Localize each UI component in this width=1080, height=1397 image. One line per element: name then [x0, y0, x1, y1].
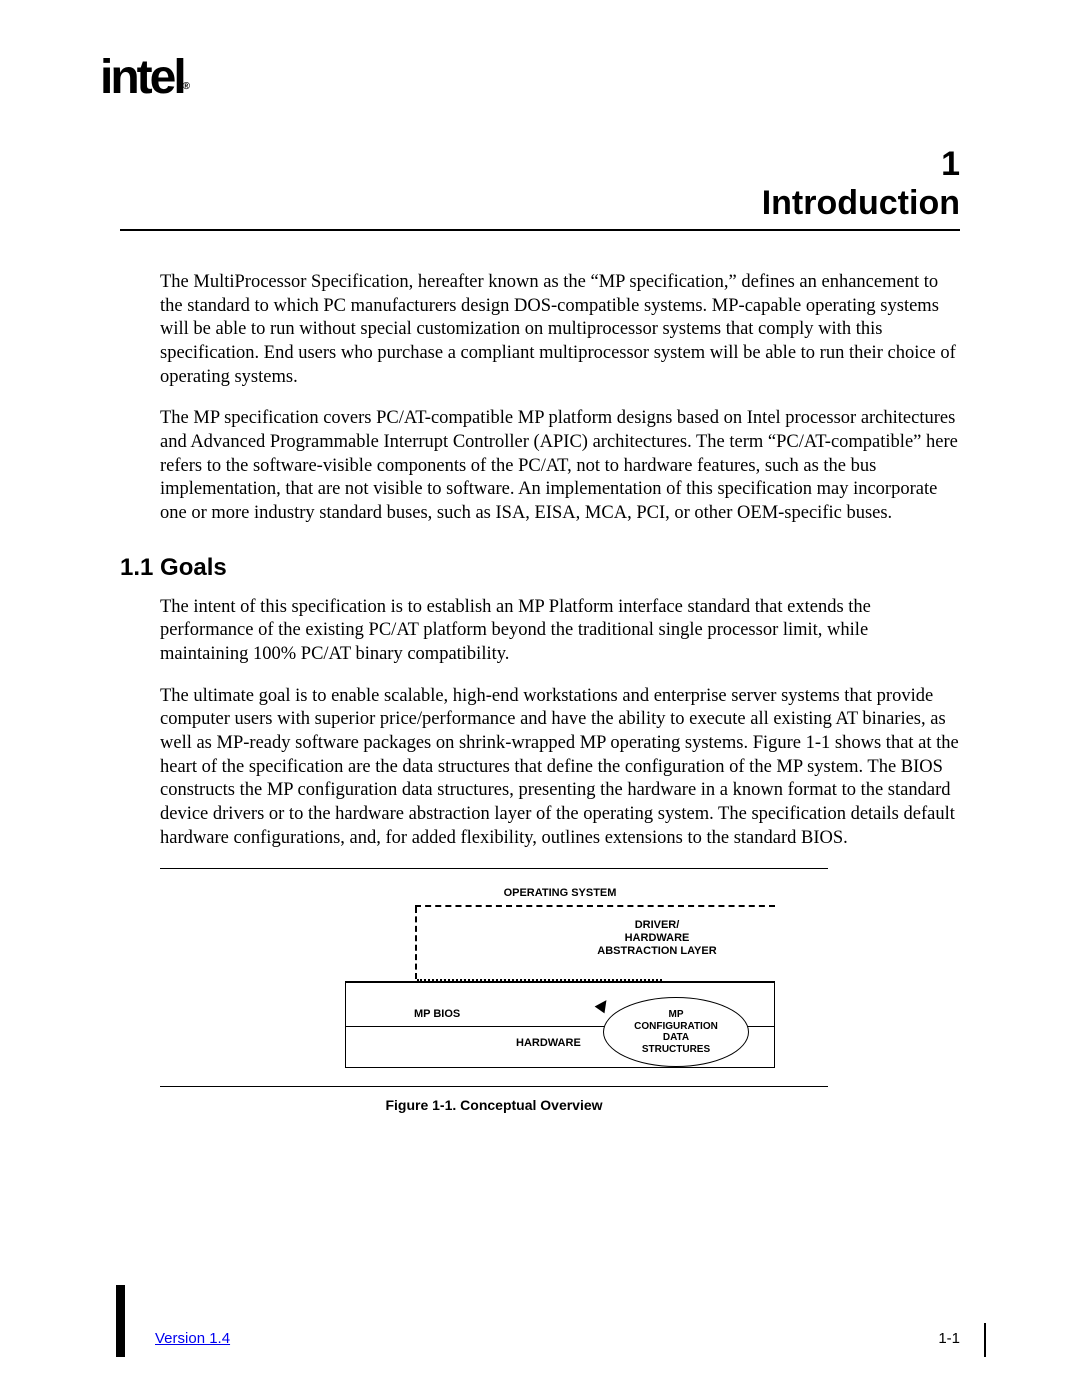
- page-footer: Version 1.4 1-1: [155, 1330, 960, 1347]
- paragraph-4: The ultimate goal is to enable scalable,…: [160, 685, 960, 851]
- diagram-vertical-dash: [415, 907, 417, 979]
- paragraph-1: The MultiProcessor Specification, hereaf…: [160, 271, 960, 389]
- page-number: 1-1: [938, 1330, 960, 1347]
- logo-registered: ®: [183, 81, 187, 92]
- diagram-os-label: OPERATING SYSTEM: [345, 887, 775, 899]
- figure-1-1: OPERATING SYSTEM DRIVER/ HARDWARE ABSTRA…: [160, 868, 960, 1087]
- diagram-mid-row: DRIVER/ HARDWARE ABSTRACTION LAYER: [345, 907, 775, 979]
- logo-text: intel: [100, 51, 184, 104]
- diagram-ellipse-wrap: MP CONFIGURATION DATA STRUCTURES: [603, 997, 749, 1067]
- section-heading-goals: 1.1 Goals: [120, 554, 960, 582]
- chapter-header: 1 Introduction: [120, 145, 960, 231]
- figure-top-rule: [160, 868, 828, 869]
- paragraph-2: The MP specification covers PC/AT-compat…: [160, 407, 960, 525]
- change-bar: [116, 1285, 125, 1357]
- diagram-ellipse-l4: STRUCTURES: [642, 1044, 710, 1055]
- diagram-driver-label: DRIVER/ HARDWARE ABSTRACTION LAYER: [567, 907, 747, 979]
- diagram-ellipse: MP CONFIGURATION DATA STRUCTURES: [603, 997, 749, 1067]
- diagram-box: MP BIOS HARDWARE MP CONFIGURATION DATA S…: [345, 981, 775, 1068]
- paragraph-3: The intent of this specification is to e…: [160, 596, 960, 667]
- version-link[interactable]: Version 1.4: [155, 1330, 230, 1347]
- diagram-ellipse-l1: MP: [668, 1009, 683, 1020]
- intel-logo: intel®: [100, 50, 960, 105]
- diagram-driver-l3: ABSTRACTION LAYER: [597, 945, 716, 957]
- figure-bottom-rule: [160, 1086, 828, 1087]
- diagram-mp-bios-label: MP BIOS: [414, 1008, 460, 1020]
- diagram-row-hardware: HARDWARE MP CONFIGURATION DATA STRUCTURE…: [346, 1027, 774, 1067]
- footer-crop-mark: [984, 1323, 986, 1357]
- diagram-driver-l2: HARDWARE: [625, 932, 690, 944]
- diagram-ellipse-l2: CONFIGURATION: [634, 1021, 718, 1032]
- conceptual-overview-diagram: OPERATING SYSTEM DRIVER/ HARDWARE ABSTRA…: [345, 887, 775, 1068]
- chapter-title: Introduction: [120, 184, 960, 223]
- chapter-number: 1: [120, 145, 960, 184]
- diagram-ellipse-l3: DATA: [663, 1032, 689, 1043]
- figure-caption: Figure 1-1. Conceptual Overview: [160, 1097, 828, 1113]
- diagram-driver-l1: DRIVER/: [635, 919, 680, 931]
- diagram-hardware-label: HARDWARE: [516, 1037, 581, 1049]
